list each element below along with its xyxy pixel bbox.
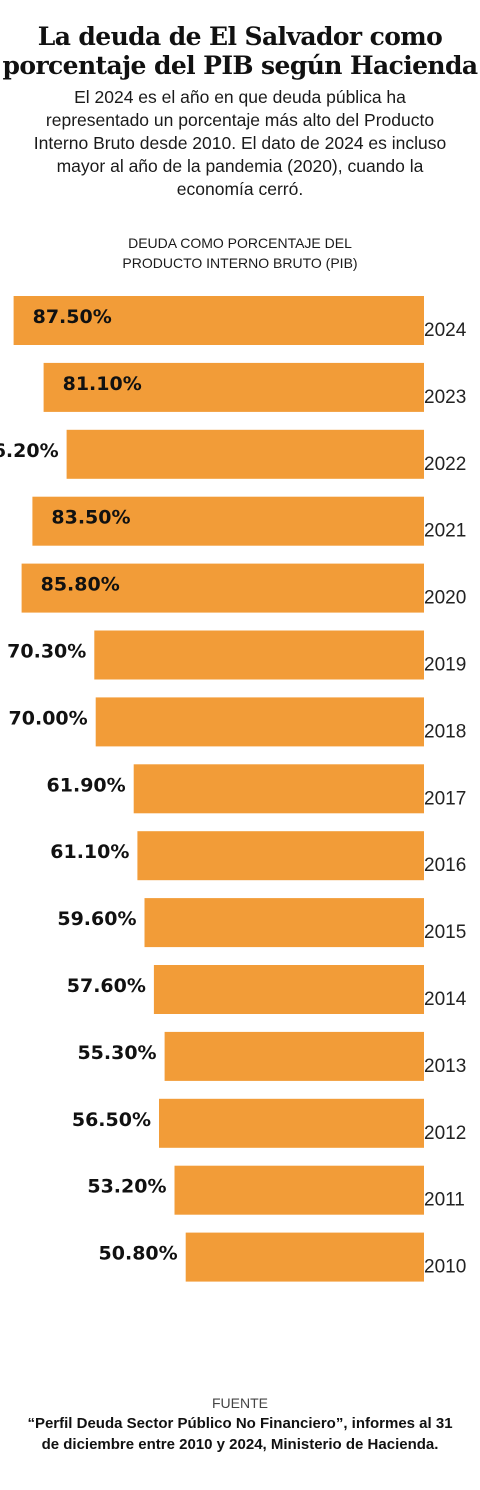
bar-2017 (133, 764, 424, 814)
bar-2022 (66, 429, 424, 479)
year-label-2011: 2011 (424, 1190, 465, 1211)
year-label-2015: 2015 (424, 922, 466, 943)
value-label-2022: 76.20% (0, 440, 59, 462)
chart-title: La deuda de El Salvador como porcentaje … (0, 22, 480, 80)
axis-label-line-2: PRODUCTO INTERNO BRUTO (PIB) (122, 255, 358, 271)
bar-2014 (153, 965, 424, 1014)
value-label-2014: 57.60% (67, 975, 146, 997)
title-line-2: porcentaje del PIB según Hacienda (2, 51, 479, 80)
year-label-2014: 2014 (424, 989, 467, 1010)
subtitle-line-4: mayor al año de la pandemia (2020), cuan… (56, 156, 424, 176)
bar-2024 (13, 296, 424, 345)
value-label-2012: 56.50% (72, 1109, 151, 1131)
bar-2020 (21, 563, 424, 613)
subtitle-line-5: economía cerró. (176, 179, 304, 199)
value-label-2024: 87.50% (33, 306, 112, 328)
subtitle-line-2: representado un porcentaje más alto del … (45, 110, 435, 130)
source-line-1: “Perfil Deuda Sector Público No Financie… (27, 1415, 453, 1432)
value-label-2017: 61.90% (47, 774, 126, 796)
bar-2013 (164, 1031, 424, 1081)
subtitle-line-3: Interno Bruto desde 2010. El dato de 202… (33, 133, 447, 153)
bar-2016 (137, 831, 424, 881)
year-label-2017: 2017 (424, 788, 466, 809)
value-label-2010: 50.80% (99, 1243, 178, 1265)
bar-2021 (32, 496, 425, 546)
year-label-2018: 2018 (424, 721, 466, 742)
value-label-2016: 61.10% (50, 841, 129, 863)
year-label-2010: 2010 (424, 1257, 466, 1278)
value-label-2021: 83.50% (51, 507, 130, 529)
year-label-2020: 2020 (424, 588, 466, 609)
year-label-2013: 2013 (424, 1056, 466, 1077)
value-label-2023: 81.10% (63, 373, 142, 395)
bar-2012 (159, 1098, 424, 1148)
year-label-2012: 2012 (424, 1123, 466, 1144)
source-heading: FUENTE (212, 1395, 268, 1411)
value-label-2019: 70.30% (7, 641, 86, 663)
value-label-2013: 55.30% (77, 1042, 156, 1064)
axis-label-line-1: DEUDA COMO PORCENTAJE DEL (128, 235, 352, 251)
year-label-2023: 2023 (424, 387, 466, 408)
year-label-2021: 2021 (424, 521, 466, 542)
subtitle-line-1: El 2024 es el año en que deuda pública h… (74, 87, 406, 107)
value-label-2020: 85.80% (41, 574, 120, 596)
source-text: “Perfil Deuda Sector Público No Financie… (10, 1413, 470, 1455)
bar-2023 (43, 362, 424, 412)
year-label-2024: 2024 (424, 320, 467, 341)
bar-2011 (174, 1165, 424, 1215)
source-line-2: de diciembre entre 2010 y 2024, Minister… (41, 1436, 439, 1453)
year-label-2016: 2016 (424, 855, 466, 876)
title-line-1: La deuda de El Salvador como (37, 22, 443, 51)
value-label-2015: 59.60% (57, 908, 136, 930)
bar-2015 (144, 898, 424, 948)
year-label-2022: 2022 (424, 454, 466, 475)
year-label-2019: 2019 (424, 655, 466, 676)
bar-2018 (95, 697, 424, 747)
bar-2019 (94, 630, 425, 680)
value-label-2011: 53.20% (87, 1176, 166, 1198)
chart-subtitle: El 2024 es el año en que deuda pública h… (10, 86, 470, 201)
value-label-2018: 70.00% (9, 707, 88, 729)
axis-label: DEUDA COMO PORCENTAJE DEL PRODUCTO INTER… (0, 233, 480, 273)
bar-2010 (185, 1232, 424, 1282)
